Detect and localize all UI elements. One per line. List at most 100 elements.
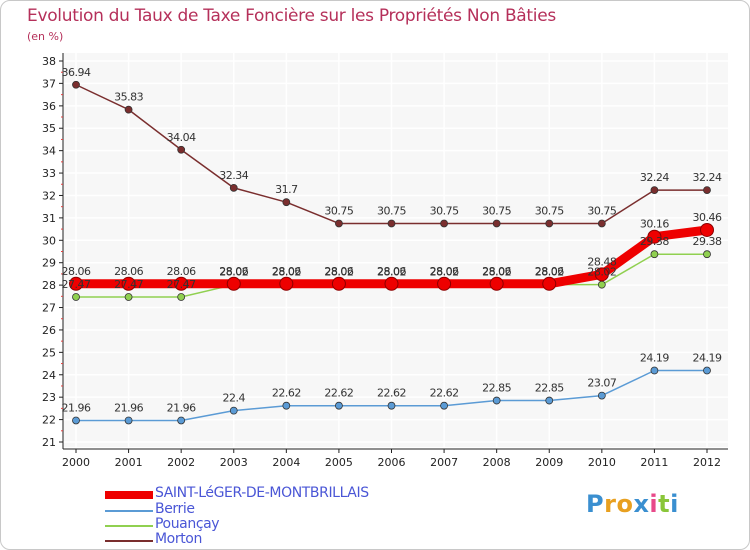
data-point [440, 401, 448, 410]
data-label: 28.06 [167, 265, 196, 278]
y-tick-label: 33 [42, 167, 56, 180]
data-point [335, 219, 343, 228]
y-tick-label: 37 [42, 77, 56, 90]
x-tick-label: 2001 [115, 456, 143, 469]
data-label: 28.06 [430, 265, 459, 278]
y-tick-label: 34 [42, 145, 56, 158]
data-label: 32.24 [693, 171, 722, 184]
data-label: 23.07 [587, 377, 616, 390]
data-point [72, 293, 80, 301]
logo-letter: x [633, 490, 650, 518]
data-point [335, 401, 343, 410]
data-point [72, 416, 80, 425]
data-point [492, 219, 501, 228]
data-point [331, 276, 346, 291]
data-label: 28.02 [219, 266, 248, 279]
data-label: 28.06 [482, 265, 511, 278]
y-tick-label: 25 [42, 346, 56, 359]
x-tick-label: 2002 [167, 456, 195, 469]
logo-letter: i [649, 490, 659, 518]
legend-label-saint-leger: SAINT-LéGER-DE-MONTBRILLAIS [155, 485, 369, 501]
data-label: 22.85 [535, 382, 564, 395]
data-point [72, 80, 80, 89]
data-point [437, 276, 452, 291]
data-label: 30.75 [482, 204, 511, 217]
data-label: 28.02 [377, 266, 406, 279]
data-label: 29.38 [640, 235, 669, 248]
data-label: 22.85 [482, 382, 511, 395]
data-point [387, 219, 396, 228]
data-label: 28.48 [587, 255, 616, 268]
x-tick-label: 2005 [325, 456, 353, 469]
data-point [69, 276, 83, 291]
legend-swatch-saint-leger [105, 491, 153, 499]
y-tick-label: 35 [42, 122, 56, 135]
data-label: 21.96 [114, 401, 143, 414]
data-label: 24.19 [693, 352, 722, 365]
data-label: 28.02 [272, 266, 301, 279]
data-point [177, 293, 186, 301]
data-point [229, 406, 238, 415]
data-label: 28.06 [62, 265, 91, 278]
y-tick-label: 23 [42, 391, 56, 404]
data-point [542, 276, 557, 291]
data-label: 22.62 [324, 387, 353, 400]
legend-label-berrie: Berrie [155, 501, 195, 517]
data-point [703, 366, 711, 375]
y-tick-label: 24 [42, 369, 56, 382]
x-tick-label: 2009 [535, 456, 563, 469]
data-label: 24.19 [640, 352, 669, 365]
data-point [384, 276, 399, 291]
data-label: 30.16 [640, 218, 669, 231]
data-label: 31.7 [275, 183, 298, 196]
y-tick-label: 36 [42, 100, 56, 113]
data-label: 21.96 [167, 401, 196, 414]
data-point [282, 198, 291, 207]
data-label: 32.24 [640, 171, 669, 184]
data-point [545, 396, 554, 405]
y-tick-label: 29 [42, 257, 56, 270]
data-point [650, 250, 659, 259]
data-label: 29.38 [693, 235, 722, 248]
y-tick-label: 30 [42, 234, 56, 247]
data-point [489, 276, 504, 291]
x-tick-label: 2011 [640, 456, 668, 469]
plot-area [63, 53, 728, 447]
data-label: 28.06 [219, 265, 248, 278]
data-point [124, 416, 133, 425]
y-tick-label: 38 [42, 55, 56, 68]
y-tick-label: 31 [42, 212, 56, 225]
y-tick-label: 26 [42, 324, 56, 337]
data-label: 28.06 [272, 265, 301, 278]
data-label: 21.96 [62, 401, 91, 414]
proxiti-logo: Proxiti [586, 490, 679, 518]
data-point [226, 276, 241, 291]
data-label: 30.75 [587, 204, 616, 217]
x-tick-label: 2006 [378, 456, 406, 469]
logo-letter: t [658, 490, 671, 518]
data-label: 27.47 [114, 278, 143, 291]
data-label: 32.34 [219, 169, 248, 182]
data-point [124, 105, 133, 114]
data-label: 28.02 [430, 266, 459, 279]
data-point [177, 145, 186, 154]
data-point [597, 219, 606, 228]
data-point [440, 219, 448, 228]
data-point [650, 366, 659, 375]
data-point [174, 276, 189, 291]
data-label: 28.02 [482, 266, 511, 279]
data-point [597, 280, 606, 289]
y-tick-label: 27 [42, 302, 56, 315]
logo-letter: r [604, 490, 617, 518]
logo-letter: i [670, 490, 679, 518]
logo-letter: o [616, 490, 634, 518]
data-point [545, 219, 554, 228]
data-point [647, 229, 662, 244]
data-point [703, 186, 711, 194]
x-tick-label: 2004 [272, 456, 300, 469]
data-label: 30.75 [535, 204, 564, 217]
data-label: 22.62 [272, 387, 301, 400]
data-label: 28.06 [324, 265, 353, 278]
data-point [594, 267, 609, 282]
legend-label-pouancay: Pouançay [155, 516, 220, 532]
